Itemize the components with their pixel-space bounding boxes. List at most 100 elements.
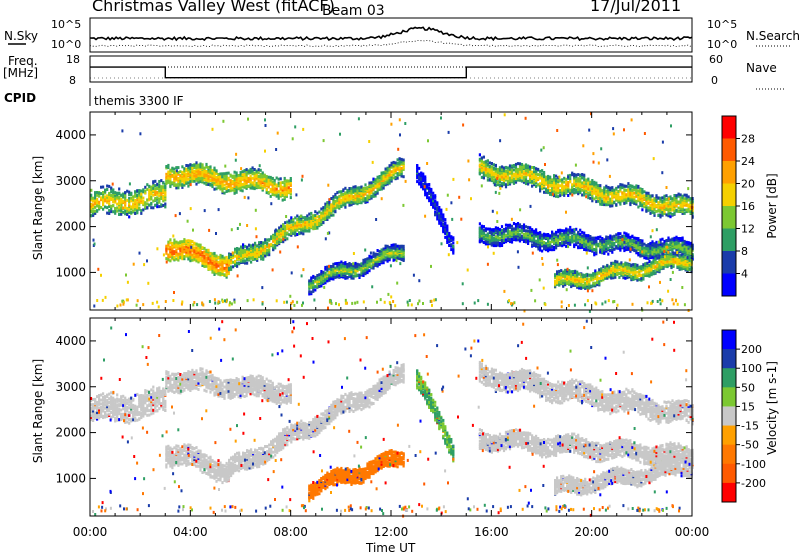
echo-cell [483, 156, 485, 159]
echo-cell [479, 222, 481, 225]
echo-cell [362, 259, 364, 262]
echo-cell [132, 203, 134, 206]
echo-cell [314, 214, 316, 217]
echo-cell [501, 168, 503, 171]
echo-cell [370, 264, 372, 267]
echo-cell [189, 240, 191, 243]
echo-cell [306, 225, 308, 228]
echo-cell [678, 201, 680, 204]
echo-cell [158, 205, 160, 208]
echo-cell [525, 232, 527, 235]
echo-cell [234, 171, 236, 174]
echo-cell [497, 230, 499, 233]
echo-cell [266, 188, 268, 191]
echo-cell [577, 173, 579, 176]
echo-cell [611, 235, 613, 238]
echo-cell [187, 185, 189, 188]
echo-cell [678, 193, 680, 196]
echo-cell [591, 192, 593, 195]
echo-cell [450, 243, 452, 246]
echo-cell [181, 257, 183, 260]
echo-cell [223, 184, 225, 187]
echo-cell [252, 246, 254, 249]
echo-cell [617, 185, 619, 188]
echo-cell [487, 232, 489, 235]
echo-cell [94, 197, 96, 200]
echo-cell [258, 179, 260, 182]
echo-cell [563, 229, 565, 232]
echo-cell [209, 183, 211, 186]
echo-cell [635, 241, 637, 244]
echo-cell [533, 230, 535, 233]
echo-cell [191, 259, 193, 262]
echo-cell [160, 179, 162, 182]
echo-cell [207, 267, 209, 270]
echo-cell [605, 185, 607, 188]
echo-cell [387, 245, 389, 248]
echo-cell [523, 223, 525, 226]
echo-cell [294, 216, 296, 219]
echo-cell [181, 165, 183, 168]
echo-cell [485, 242, 487, 245]
echo-cell [585, 182, 587, 185]
echo-cell [479, 164, 481, 167]
echo-cell [160, 203, 162, 206]
echo-cell [310, 276, 312, 279]
echo-cell [102, 186, 104, 189]
echo-cell [531, 185, 533, 188]
echo-cell [575, 174, 577, 177]
echo-cell [613, 194, 615, 197]
echo-cell [511, 169, 513, 172]
echo-cell [266, 242, 268, 245]
echo-cell [569, 236, 571, 239]
echo-cell [505, 238, 507, 241]
echo-cell [286, 232, 288, 235]
echo-cell [379, 179, 381, 182]
echo-cell [659, 214, 661, 217]
echo-cell [629, 187, 631, 190]
echo-cell [581, 181, 583, 184]
echo-cell [134, 205, 136, 208]
echo-cell [527, 173, 529, 176]
echo-cell [555, 193, 557, 196]
echo-cell [223, 192, 225, 195]
echo-cell [497, 241, 499, 244]
echo-cell [312, 280, 314, 283]
echo-cell [264, 249, 266, 252]
echo-cell [242, 246, 244, 249]
echo-cell [639, 246, 641, 249]
echo-cell [197, 243, 199, 246]
echo-cell [146, 188, 148, 191]
echo-cell [517, 222, 519, 225]
echo-cell [244, 169, 246, 172]
echo-cell [207, 249, 209, 252]
echo-cell [211, 271, 213, 274]
echo-cell [167, 254, 169, 257]
echo-cell [94, 191, 96, 194]
echo-cell [171, 174, 173, 177]
echo-cell [688, 195, 690, 198]
freq-series [90, 67, 692, 78]
echo-cell [448, 244, 450, 247]
echo-cell [420, 172, 422, 175]
echo-cell [673, 212, 675, 215]
echo-cell [248, 185, 250, 188]
echo-cell [595, 240, 597, 243]
echo-cell [653, 212, 655, 215]
echo-cell [352, 195, 354, 198]
echo-cell [629, 236, 631, 239]
echo-cell [547, 175, 549, 178]
echo-cell [559, 184, 561, 187]
echo-cell [509, 164, 511, 167]
echo-cell [434, 194, 436, 197]
echo-cell [665, 213, 667, 216]
echo-cell [209, 259, 211, 262]
echo-cell [631, 235, 633, 238]
echo-cell [567, 181, 569, 184]
echo-cell [393, 167, 395, 170]
echo-cell [292, 223, 294, 226]
echo-cell [639, 251, 641, 254]
echo-cell [543, 191, 545, 194]
echo-cell [312, 290, 314, 293]
echo-cell [531, 171, 533, 174]
